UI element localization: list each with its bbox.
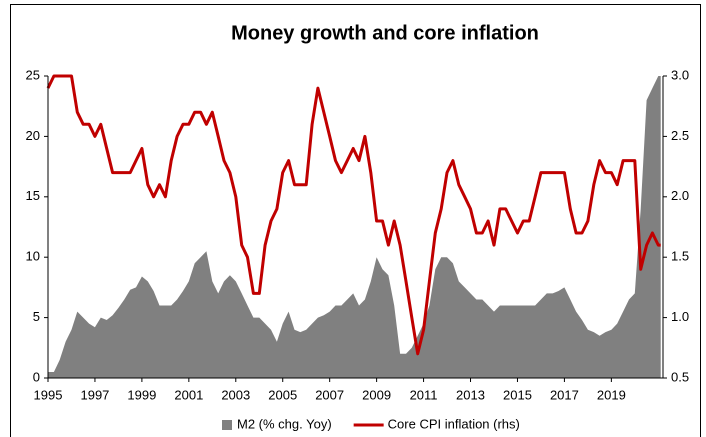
y2-tick-label: 1.5: [671, 249, 689, 264]
y-tick-label: 20: [26, 128, 40, 143]
legend-label: M2 (% chg. Yoy): [237, 416, 332, 431]
y-tick-label: 10: [26, 249, 40, 264]
y2-tick-label: 3.0: [671, 67, 689, 82]
legend-swatch: [222, 420, 232, 430]
x-tick-label: 1997: [80, 387, 109, 402]
x-tick-label: 2005: [268, 387, 297, 402]
x-tick-label: 2001: [174, 387, 203, 402]
y2-tick-label: 1.0: [671, 309, 689, 324]
frame: [10, 4, 701, 437]
y2-tick-label: 0.5: [671, 369, 689, 384]
y2-tick-label: 2.5: [671, 128, 689, 143]
legend-label: Core CPI inflation (rhs): [388, 416, 520, 431]
y-tick-label: 0: [33, 369, 40, 384]
area: [48, 76, 661, 378]
x-tick-label: 2017: [550, 387, 579, 402]
x-tick-label: 2015: [503, 387, 532, 402]
y-tick-label: 5: [33, 309, 40, 324]
x-tick-label: 1999: [127, 387, 156, 402]
x-tick-label: 2013: [456, 387, 485, 402]
x-tick-label: 2009: [362, 387, 391, 402]
line: [46, 74, 661, 356]
x-tick-label: 2019: [597, 387, 626, 402]
x-tick-label: 2003: [221, 387, 250, 402]
x-tick-label: 2011: [410, 387, 438, 402]
chart-title: Money growth and core inflation: [231, 22, 539, 44]
x-tick-label: 1995: [34, 387, 63, 402]
y2-tick-label: 2.0: [671, 188, 689, 203]
x-tick-label: 2007: [315, 387, 344, 402]
y-tick-label: 15: [26, 188, 40, 203]
y-tick-label: 25: [26, 67, 40, 82]
